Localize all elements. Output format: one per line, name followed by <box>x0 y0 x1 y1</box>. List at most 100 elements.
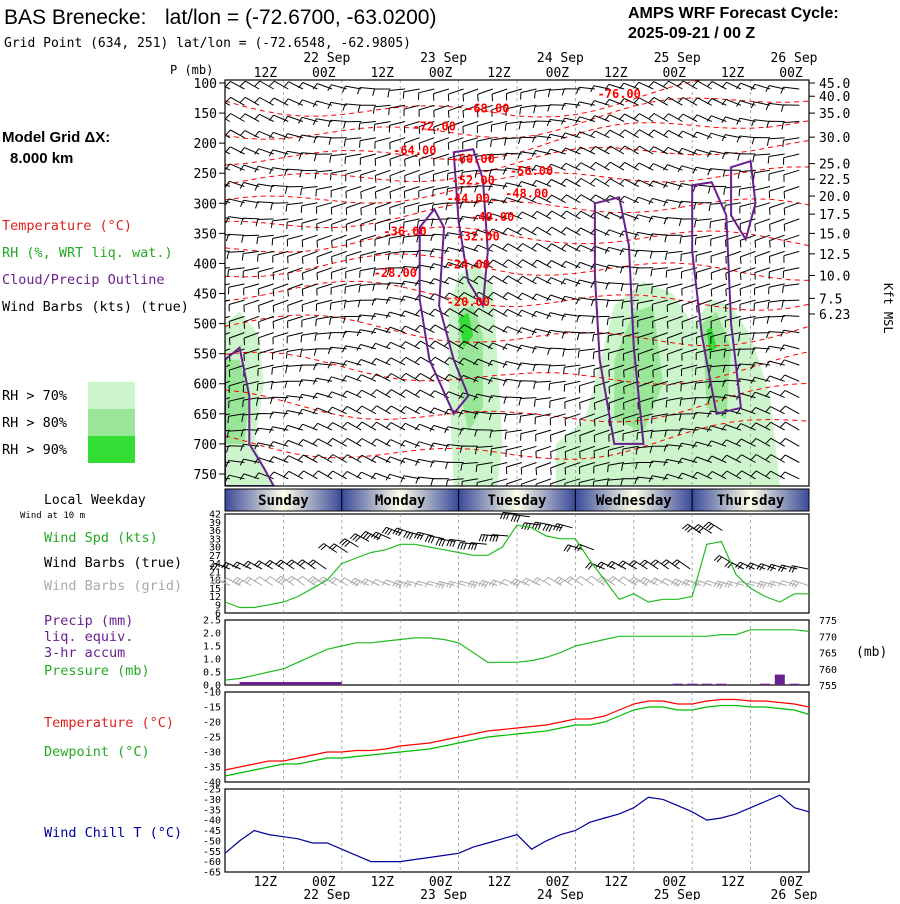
wind-barb <box>269 80 289 90</box>
legend-dewpoint: Dewpoint (°C) <box>44 744 150 760</box>
wind-barb <box>447 153 464 166</box>
wind-barb <box>622 413 639 426</box>
wind-barb <box>754 218 771 232</box>
wind-speed-panel-y-tick: 12 <box>209 592 221 603</box>
wind-barb <box>345 267 362 279</box>
kft-tick-label: 20.0 <box>819 190 850 205</box>
local-weekday-label: Local Weekday <box>44 493 146 508</box>
wind-barb <box>546 179 566 187</box>
time-tick-label-bottom: 00Z <box>662 875 686 890</box>
wind-barb <box>487 243 508 252</box>
wind-barb <box>357 299 376 308</box>
wind-barb <box>782 267 800 279</box>
wind-barb <box>721 424 742 431</box>
wind-barb <box>546 163 566 171</box>
wind-barb <box>725 283 742 297</box>
wind-barb <box>575 116 596 123</box>
time-tick-label-top: 00Z <box>662 66 686 81</box>
wind-barb <box>502 197 523 204</box>
wind-barb <box>670 578 691 588</box>
temperature-contour-label: -56.00 <box>510 164 553 178</box>
wind-barb <box>473 411 493 419</box>
temperature-panel-y-tick: -10 <box>203 688 221 699</box>
wind-barb <box>517 292 537 301</box>
precip-panel-y-tick: 1.0 <box>203 655 221 666</box>
rh-region <box>614 305 663 432</box>
wind-barb <box>239 182 260 189</box>
wind-barb <box>254 97 274 106</box>
wind-barb <box>766 137 785 146</box>
wind-barb <box>374 186 391 199</box>
wind-barb <box>357 87 376 95</box>
wind-barb <box>546 277 566 285</box>
wind-barb <box>478 579 498 589</box>
wind-barb <box>706 98 727 106</box>
wind-barb <box>553 576 573 586</box>
date-label-bottom: 24 Sep <box>537 888 584 900</box>
wind-barb <box>756 580 777 590</box>
wind-barb <box>563 544 584 552</box>
wind-barb <box>692 80 712 90</box>
wind-barb <box>739 250 756 264</box>
wind-barb <box>403 218 420 230</box>
temperature-contour-labels: -76.00 -68.00 -72.00 -64.00 -60.00 -56.00 -52.… <box>374 87 641 309</box>
wind-barb <box>389 169 406 183</box>
temperature-panel-y-tick: -40 <box>203 778 221 789</box>
wind-barb <box>356 359 377 366</box>
wind-barb <box>665 250 683 261</box>
wind-barb <box>429 340 450 350</box>
wind-barb <box>681 299 698 313</box>
wind-barb <box>429 248 449 256</box>
wind-barb <box>765 375 785 383</box>
legend-cloud: Cloud/Precip Outline <box>2 272 165 288</box>
wind-barb <box>575 244 596 252</box>
wind-barb <box>677 113 698 122</box>
wind-barb <box>678 413 698 421</box>
wind-barb <box>298 454 318 463</box>
wind-barb <box>283 410 304 417</box>
wind-barb <box>225 167 231 171</box>
wind-barb <box>389 153 406 167</box>
wind-barb <box>707 470 727 480</box>
wind-barb <box>467 580 487 589</box>
wind-barb <box>488 291 508 301</box>
wind-barb <box>357 104 376 113</box>
pressure-y-tick: 765 <box>819 649 837 660</box>
temperature-contour-label: -76.00 <box>598 87 641 101</box>
wind-barb <box>504 121 522 131</box>
wind-barb <box>628 560 648 570</box>
wind-barb <box>344 153 362 164</box>
wind-barb <box>284 186 303 194</box>
wind-barb <box>283 439 304 447</box>
wind-barb <box>339 538 359 548</box>
wind-barb <box>341 375 362 382</box>
wind-barb <box>517 259 537 269</box>
date-label-bottom: 25 Sep <box>654 888 701 900</box>
wind-barb <box>650 267 668 277</box>
cloud-outline-path <box>593 196 645 445</box>
wind-barb <box>300 202 318 213</box>
rh-legend-swatch <box>88 409 135 436</box>
wind-barb <box>312 438 333 447</box>
wind-barb <box>578 478 596 486</box>
wind-barb <box>563 380 581 392</box>
wind-barb <box>694 364 712 376</box>
wind-chill-panel-y-tick: -50 <box>203 836 221 847</box>
wind-barb <box>298 152 318 160</box>
wind-barb <box>579 380 596 393</box>
wind-barb <box>400 422 420 431</box>
wind-barb <box>518 121 537 130</box>
wind-barb <box>736 438 756 447</box>
wind-barb <box>435 538 455 547</box>
wind-barb <box>520 445 537 458</box>
wind-barb <box>708 185 727 194</box>
wind-barb <box>561 331 581 339</box>
weekday-label: Wednesday <box>596 493 672 509</box>
wind-barb <box>623 397 639 410</box>
precip-panel-y-tick: 1.5 <box>203 642 221 653</box>
pressure-axis-label: P (mb) <box>170 63 213 77</box>
wind-barb <box>287 299 304 313</box>
wind-barb <box>301 218 318 231</box>
wind-barb <box>710 234 727 247</box>
wind-barb <box>604 161 625 171</box>
